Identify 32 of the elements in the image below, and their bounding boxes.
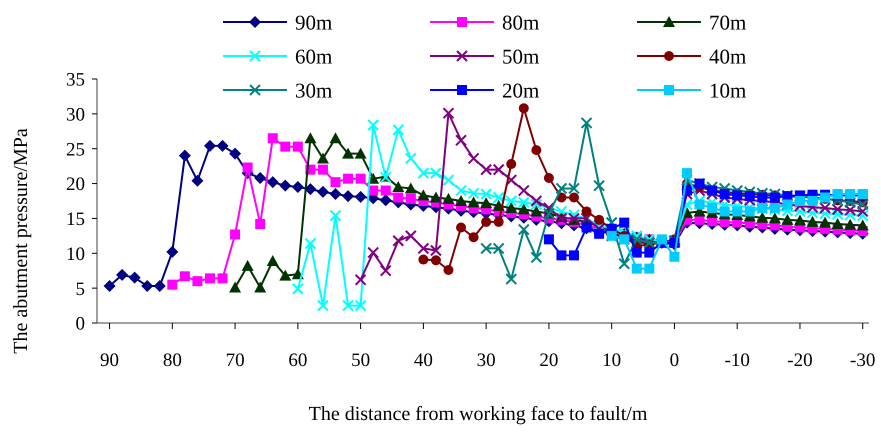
legend-label: 30m — [295, 78, 332, 102]
x-tick-label: 60 — [288, 350, 308, 371]
legend-label: 50m — [502, 44, 540, 68]
legend-label: 20m — [502, 78, 540, 102]
y-axis-title: The abutment pressure/MPa — [10, 128, 32, 354]
legend-label: 60m — [295, 44, 332, 68]
x-tick-label: 40 — [414, 350, 433, 371]
y-tick-label: 5 — [76, 278, 85, 300]
x-tick-label: -20 — [787, 350, 813, 371]
x-tick-label: -30 — [850, 350, 876, 371]
legend-label: 10m — [709, 78, 746, 102]
legend-label: 40m — [709, 44, 746, 68]
legend-label: 70m — [709, 10, 746, 34]
x-tick-label: 70 — [226, 350, 245, 371]
legend-label: 90m — [295, 10, 332, 34]
x-axis-title: The distance from working face to fault/m — [308, 403, 648, 425]
y-tick-label: 10 — [66, 244, 85, 265]
x-tick-label: 90 — [100, 350, 120, 371]
x-tick-label: 30 — [476, 350, 496, 371]
x-tick-label: -10 — [724, 350, 750, 371]
x-tick-label: 20 — [539, 350, 558, 371]
x-tick-label: 0 — [670, 350, 680, 371]
legend-label: 80m — [502, 10, 540, 34]
x-tick-label: 80 — [162, 350, 182, 371]
y-tick-label: 15 — [66, 209, 85, 230]
y-tick-label: 35 — [66, 70, 85, 91]
y-tick-label: 25 — [66, 139, 85, 160]
x-tick-label: 50 — [351, 350, 370, 371]
y-tick-label: 0 — [76, 314, 85, 335]
x-tick-label: 10 — [602, 350, 622, 371]
y-tick-label: 30 — [66, 104, 85, 126]
y-tick-label: 20 — [66, 174, 85, 196]
